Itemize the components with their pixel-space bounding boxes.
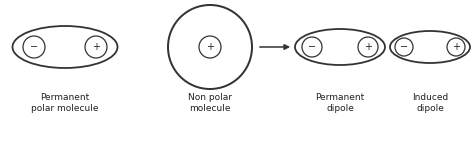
- Text: Permanent
dipole: Permanent dipole: [315, 93, 365, 113]
- Text: Non polar
molecule: Non polar molecule: [188, 93, 232, 113]
- Text: +: +: [452, 42, 460, 52]
- Text: +: +: [364, 42, 372, 52]
- Text: −: −: [308, 42, 316, 52]
- Text: +: +: [206, 42, 214, 52]
- Text: −: −: [400, 42, 408, 52]
- Text: Induced
dipole: Induced dipole: [412, 93, 448, 113]
- Text: Permanent
polar molecule: Permanent polar molecule: [31, 93, 99, 113]
- Text: +: +: [92, 42, 100, 52]
- Text: −: −: [30, 42, 38, 52]
